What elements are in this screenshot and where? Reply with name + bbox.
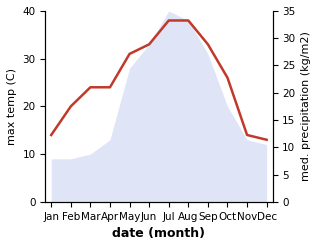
Y-axis label: max temp (C): max temp (C) [7,68,17,145]
Y-axis label: med. precipitation (kg/m2): med. precipitation (kg/m2) [301,31,311,181]
X-axis label: date (month): date (month) [113,227,205,240]
